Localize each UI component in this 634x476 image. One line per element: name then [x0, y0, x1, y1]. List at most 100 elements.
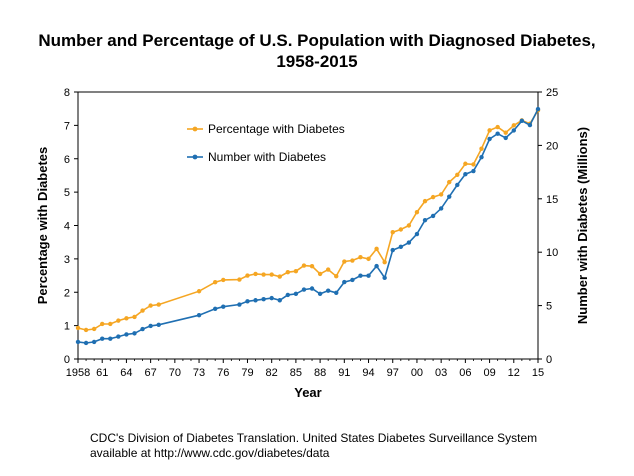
y-right-tick-label: 10 [546, 247, 558, 259]
data-point-number [100, 336, 105, 341]
x-axis-label: Year [294, 385, 321, 400]
x-tick-label: 73 [193, 367, 205, 379]
y-left-tick-label: 8 [64, 87, 70, 99]
data-point-number [148, 323, 153, 329]
data-point-number [253, 298, 258, 303]
x-tick-label: 09 [483, 367, 495, 379]
legend-label-number: Number with Diabetes [208, 150, 326, 164]
data-point-number [245, 299, 250, 304]
data-point-percentage [406, 223, 412, 228]
x-tick-label: 61 [96, 367, 108, 379]
data-point-percentage [156, 302, 161, 307]
legend-swatch-marker-percentage [192, 126, 198, 132]
data-point-percentage [140, 308, 145, 313]
y-left-tick-label: 3 [64, 254, 70, 266]
data-point-percentage [91, 326, 97, 332]
x-tick-label: 06 [459, 367, 471, 379]
data-point-percentage [221, 277, 226, 283]
data-point-percentage [132, 314, 137, 320]
source-note: CDC's Division of Diabetes Translation. … [90, 431, 537, 461]
data-point-number [471, 168, 476, 174]
data-point-number [132, 331, 137, 336]
source-line2: available at http://www.cdc.gov/diabetes… [90, 446, 330, 460]
data-point-percentage [382, 260, 387, 265]
data-point-percentage [269, 272, 274, 277]
data-point-percentage [334, 274, 339, 279]
chart-title-line2: 1958-2015 [276, 52, 358, 71]
data-point-number [390, 247, 395, 253]
data-point-percentage [374, 246, 379, 252]
data-point-number [237, 302, 242, 307]
data-point-number [511, 128, 516, 133]
data-point-number [479, 154, 484, 160]
data-point-number [221, 304, 226, 309]
data-point-number [455, 182, 460, 188]
data-point-number [382, 275, 387, 281]
x-tick-label: 91 [338, 367, 350, 379]
data-point-number [269, 295, 274, 301]
data-point-number [447, 194, 452, 199]
data-point-number [535, 106, 541, 112]
x-tick-label: 64 [120, 367, 132, 379]
data-point-number [527, 122, 533, 128]
data-point-percentage [285, 270, 291, 275]
data-point-percentage [487, 128, 492, 133]
x-tick-label: 76 [217, 367, 229, 379]
data-point-percentage [325, 267, 331, 272]
data-point-number [374, 263, 379, 269]
y-left-tick-label: 4 [64, 221, 70, 233]
data-point-percentage [422, 198, 428, 204]
data-point-percentage [75, 325, 81, 331]
data-point-number [124, 332, 129, 337]
y-left-tick-label: 7 [64, 120, 70, 132]
data-point-number [309, 286, 315, 291]
data-point-percentage [317, 271, 323, 277]
y-right-tick-label: 15 [546, 194, 558, 206]
data-point-percentage [350, 258, 355, 263]
series [75, 106, 541, 346]
x-tick-label: 88 [314, 367, 326, 379]
data-point-number [422, 217, 428, 223]
data-point-number [293, 291, 299, 297]
x-tick-label: 03 [435, 367, 447, 379]
y-right-tick-label: 20 [546, 140, 558, 152]
data-point-percentage [108, 321, 113, 327]
data-point-percentage [245, 273, 250, 278]
y-right-tick-label: 0 [546, 354, 552, 366]
data-point-number [503, 135, 508, 141]
data-point-percentage [463, 161, 468, 166]
x-tick-label: 79 [241, 367, 253, 379]
x-tick-label: 12 [508, 367, 520, 379]
data-point-number [487, 136, 492, 142]
data-point-percentage [503, 130, 508, 135]
data-point-percentage [301, 263, 307, 268]
y-right-axis-label: Number with Diabetes (Millions) [575, 127, 590, 324]
data-point-number [116, 334, 121, 339]
data-point-percentage [430, 194, 436, 200]
data-point-percentage [309, 264, 315, 269]
y-right-tick-label: 5 [546, 301, 552, 313]
x-tick-label: 94 [362, 367, 374, 379]
data-point-percentage [148, 303, 153, 308]
y-left-tick-label: 6 [64, 154, 70, 166]
data-point-number [406, 240, 412, 245]
data-point-number [140, 326, 145, 332]
data-point-number [325, 288, 331, 293]
data-point-number [301, 287, 307, 292]
data-point-percentage [511, 123, 516, 128]
data-point-percentage [277, 274, 282, 279]
data-point-number [519, 118, 525, 124]
data-point-percentage [358, 255, 363, 260]
data-point-percentage [471, 162, 476, 167]
data-point-percentage [253, 271, 258, 277]
chart-title: Number and Percentage of U.S. Population… [0, 30, 634, 72]
y-left-tick-label: 2 [64, 287, 70, 299]
data-point-number [438, 206, 444, 211]
data-point-number [212, 306, 218, 312]
data-point-number [317, 291, 323, 297]
data-point-number [463, 172, 468, 177]
data-point-percentage [414, 209, 420, 215]
legend-label-percentage: Percentage with Diabetes [208, 122, 345, 136]
data-point-percentage [447, 179, 452, 185]
